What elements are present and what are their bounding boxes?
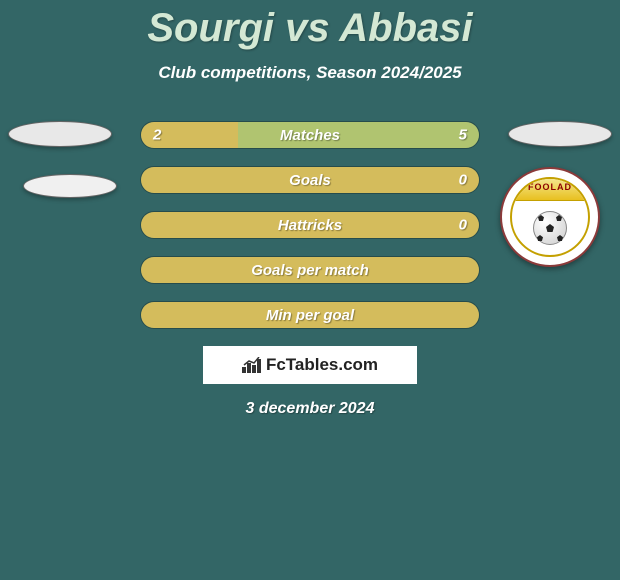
stats-bars: 2 5 Matches 0 Goals 0 Hattricks Goals per match… (140, 121, 480, 329)
player-right-club-badge: FOOLAD (500, 167, 600, 267)
comparison-content: FOOLAD 2 5 Matches 0 Goals 0 Hattricks Goals pe… (0, 121, 620, 418)
stat-value-right: 0 (459, 217, 467, 234)
fctables-chart-icon (242, 357, 262, 373)
page-title: Sourgi vs Abbasi (0, 0, 620, 51)
stat-label: Goals per match (251, 262, 369, 279)
player-left-avatar-placeholder (8, 121, 112, 147)
stat-value-left: 2 (153, 127, 161, 144)
stat-label: Goals (289, 172, 331, 189)
stat-bar: Min per goal (140, 301, 480, 329)
stat-bar: 0 Goals (140, 166, 480, 194)
player-right-avatar-placeholder (508, 121, 612, 147)
subtitle: Club competitions, Season 2024/2025 (0, 63, 620, 83)
stat-value-right: 5 (459, 127, 467, 144)
stat-label: Min per goal (266, 307, 354, 324)
stat-label: Hattricks (278, 217, 342, 234)
fctables-logo: FcTables.com (203, 346, 417, 384)
stat-bar: 2 5 Matches (140, 121, 480, 149)
stat-value-right: 0 (459, 172, 467, 189)
stat-bar: Goals per match (140, 256, 480, 284)
stat-label: Matches (280, 127, 340, 144)
player-left-club-placeholder (23, 174, 117, 198)
date-label: 3 december 2024 (0, 400, 620, 418)
fctables-logo-text: FcTables.com (266, 355, 378, 375)
stat-bar: 0 Hattricks (140, 211, 480, 239)
club-badge-text: FOOLAD (512, 182, 588, 192)
